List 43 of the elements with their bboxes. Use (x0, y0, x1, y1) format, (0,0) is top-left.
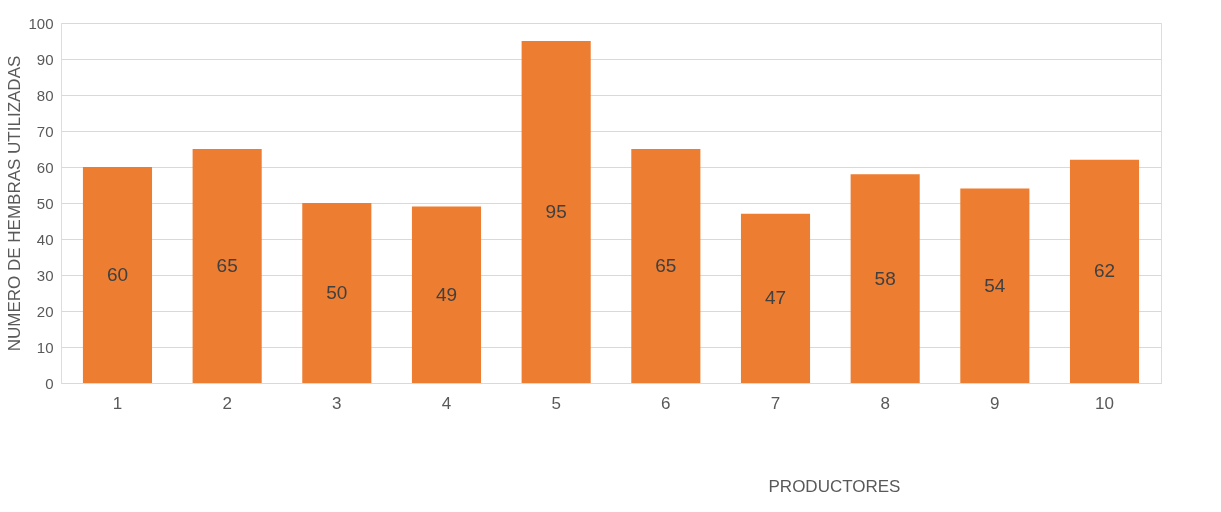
bar (631, 149, 701, 383)
bar (850, 174, 920, 383)
data-label: 50 (326, 282, 348, 303)
data-label: 65 (655, 255, 677, 276)
bar (1069, 159, 1140, 383)
bar (960, 188, 1030, 383)
x-tick-label: 10 (1095, 393, 1114, 413)
x-tick-label: 6 (661, 393, 671, 413)
x-tick-label: 2 (222, 393, 232, 413)
y-tick-label: 50 (36, 194, 54, 212)
y-tick-label: 60 (36, 158, 54, 176)
bar (82, 167, 153, 383)
y-axis-title: NUMERO DE HEMBRAS UTILIZADAS (5, 55, 25, 352)
data-label: 58 (874, 267, 896, 289)
data-label: 60 (106, 264, 129, 285)
x-tick-label: 3 (332, 393, 342, 413)
y-tick-label: 0 (45, 374, 54, 392)
data-label: 49 (435, 283, 458, 305)
data-label: 54 (984, 274, 1006, 296)
x-tick-label: 8 (880, 393, 890, 413)
bar (411, 206, 482, 383)
bar (192, 149, 262, 383)
y-tick-label: 80 (36, 86, 54, 104)
data-label: 62 (1093, 260, 1116, 282)
y-tick-label: 10 (36, 338, 54, 356)
y-tick-label: 30 (36, 266, 54, 284)
x-tick-label: 1 (112, 393, 123, 413)
x-tick-label: 4 (441, 393, 452, 413)
y-tick-label: 90 (36, 50, 54, 68)
x-axis-title: PRODUCTORES (768, 476, 901, 496)
bar (740, 213, 811, 383)
bar (302, 203, 372, 383)
x-tick-label: 7 (770, 393, 781, 413)
x-tick-label: 9 (990, 393, 1000, 413)
data-label: 95 (545, 201, 567, 222)
y-tick-label: 70 (36, 122, 54, 140)
bar (521, 41, 591, 383)
data-label: 65 (216, 255, 238, 276)
x-tick-label: 5 (551, 393, 561, 413)
y-tick-label: 100 (28, 14, 54, 32)
y-tick-label: 40 (36, 230, 54, 248)
data-label: 47 (764, 287, 787, 309)
y-tick-label: 20 (36, 302, 54, 320)
